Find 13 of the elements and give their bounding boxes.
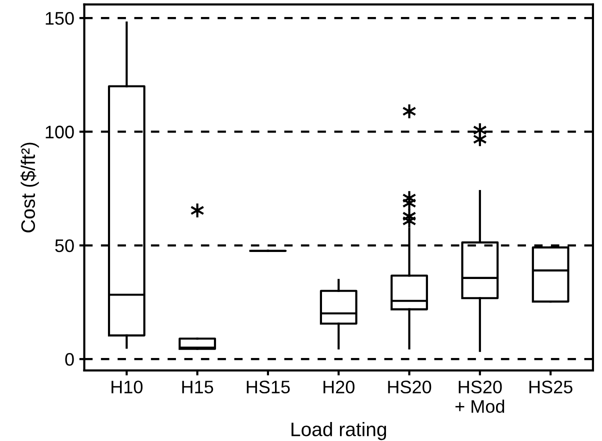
x-tick-label: H15 [182,380,214,394]
y-axis-title: Cost ($/ft²) [20,142,39,232]
y-tick-label: 0 [65,353,74,366]
x-tick-label: H10 [112,380,143,394]
x-axis-title: Load rating [292,422,386,440]
x-tick-label: H20 [324,380,354,394]
x-tick-label: HS15 [246,380,290,394]
y-tick-label: 150 [46,12,74,25]
x-tick-label: HS20 [388,380,432,394]
x-tick-label: HS25 [529,380,572,394]
y-tick-label: 50 [55,239,74,252]
x-tick-label: HS20 + Mod [455,380,504,413]
y-tick-label: 100 [46,126,74,138]
